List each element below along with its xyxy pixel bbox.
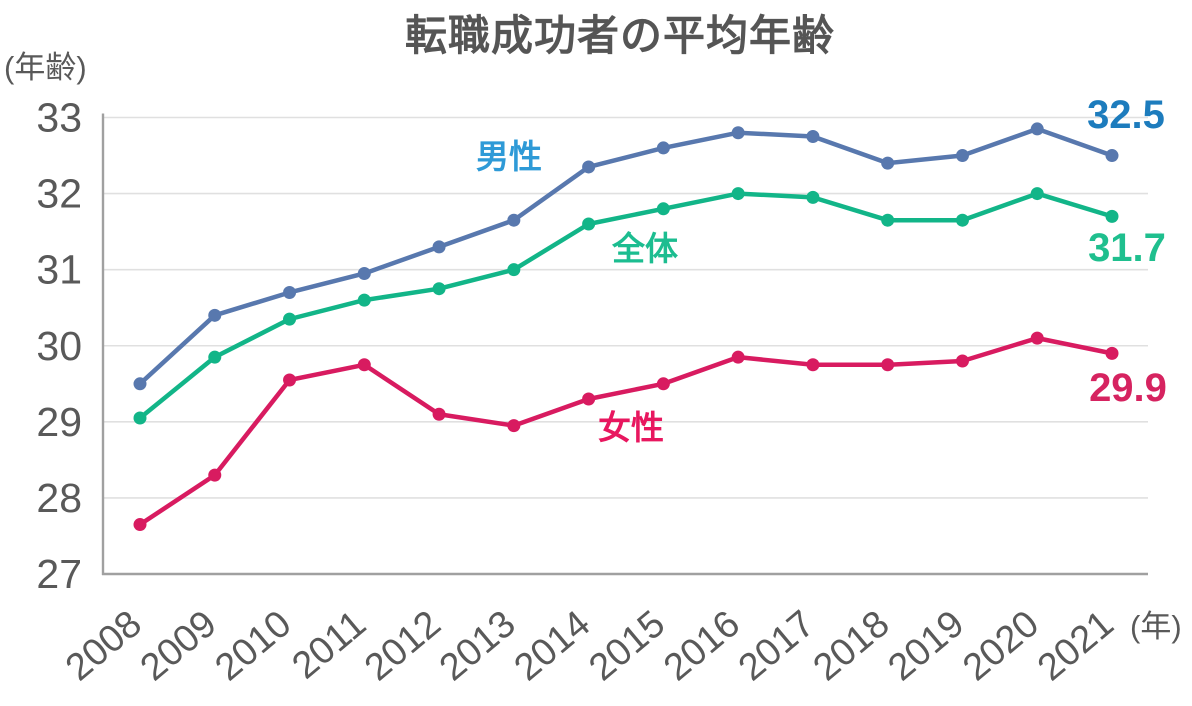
series-label-male: 男性	[476, 138, 542, 175]
x-tick-label-2009: 2009	[133, 603, 225, 690]
x-tick-label-2019: 2019	[880, 603, 972, 690]
y-tick-label-32: 32	[36, 171, 82, 217]
series-line-female	[137, 335, 1115, 527]
data-point-overall-2020	[1030, 187, 1044, 201]
y-tick-label-27: 27	[36, 551, 82, 597]
data-point-female-2011	[357, 358, 371, 372]
data-point-female-2012	[432, 407, 446, 421]
data-point-male-2016	[731, 126, 745, 140]
data-point-overall-2015	[656, 202, 670, 216]
x-tick-label-2016: 2016	[656, 603, 748, 690]
data-point-female-2018	[881, 358, 895, 372]
data-point-male-2008	[133, 377, 147, 391]
x-tick-label-2013: 2013	[432, 603, 524, 690]
data-point-female-2008	[133, 518, 147, 532]
x-tick-label-2015: 2015	[581, 603, 673, 690]
x-tick-label-2020: 2020	[955, 603, 1047, 690]
data-point-female-2014	[582, 392, 596, 406]
data-point-female-2013	[507, 419, 521, 433]
data-point-male-2019	[955, 149, 969, 163]
y-tick-label-30: 30	[36, 323, 82, 369]
data-point-male-2010	[283, 285, 297, 299]
x-tick-label-2014: 2014	[507, 603, 599, 690]
data-point-overall-2009	[208, 350, 222, 364]
data-point-overall-2012	[432, 282, 446, 296]
y-tick-label-31: 31	[36, 247, 82, 293]
x-tick-label-2017: 2017	[731, 603, 823, 690]
x-tick-label-2011: 2011	[284, 603, 374, 688]
x-axis-unit-label: (年)	[1130, 609, 1182, 644]
chart-title: 転職成功者の平均年齢	[404, 12, 835, 59]
data-point-male-2009	[208, 308, 222, 322]
data-point-male-2012	[432, 240, 446, 254]
series-line-male	[137, 126, 1115, 387]
data-point-overall-2013	[507, 263, 521, 277]
series-label-female: 女性	[598, 409, 664, 446]
data-point-overall-2018	[881, 213, 895, 227]
series-label-overall: 全体	[611, 230, 678, 267]
data-point-overall-2017	[806, 190, 820, 204]
data-point-male-2013	[507, 213, 521, 227]
x-tick-label-2018: 2018	[806, 603, 898, 690]
data-point-female-2015	[656, 377, 670, 391]
y-axis-unit-label: (年齢)	[4, 50, 87, 85]
y-tick-label-29: 29	[36, 399, 82, 445]
end-value-label-male: 32.5	[1087, 93, 1165, 137]
data-point-female-2016	[731, 350, 745, 364]
data-point-female-2021	[1105, 346, 1119, 360]
end-value-label-female: 29.9	[1089, 366, 1167, 410]
data-point-male-2021	[1105, 149, 1119, 163]
data-point-female-2020	[1030, 331, 1044, 345]
series-line-overall	[137, 191, 1115, 421]
data-point-male-2018	[881, 156, 895, 170]
data-point-male-2014	[582, 160, 596, 174]
data-point-overall-2014	[582, 217, 596, 231]
x-tick-label-2012: 2012	[357, 603, 449, 690]
y-tick-label-33: 33	[36, 95, 82, 141]
data-point-overall-2011	[357, 293, 371, 307]
data-point-overall-2021	[1105, 209, 1119, 223]
data-point-overall-2016	[731, 187, 745, 201]
x-tick-label-2021: 2021	[1030, 603, 1122, 690]
data-point-male-2017	[806, 130, 820, 144]
data-point-female-2019	[955, 354, 969, 368]
data-point-overall-2019	[955, 213, 969, 227]
x-tick-label-2008: 2008	[58, 603, 150, 690]
data-point-female-2010	[283, 373, 297, 387]
end-value-label-overall: 31.7	[1088, 226, 1166, 270]
data-point-female-2009	[208, 468, 222, 482]
data-point-female-2017	[806, 358, 820, 372]
data-point-overall-2010	[283, 312, 297, 326]
data-point-male-2020	[1030, 122, 1044, 136]
x-tick-label-2010: 2010	[208, 603, 300, 690]
y-tick-label-28: 28	[36, 475, 82, 521]
data-point-male-2015	[656, 141, 670, 155]
data-point-overall-2008	[133, 411, 147, 425]
data-point-male-2011	[357, 266, 371, 280]
